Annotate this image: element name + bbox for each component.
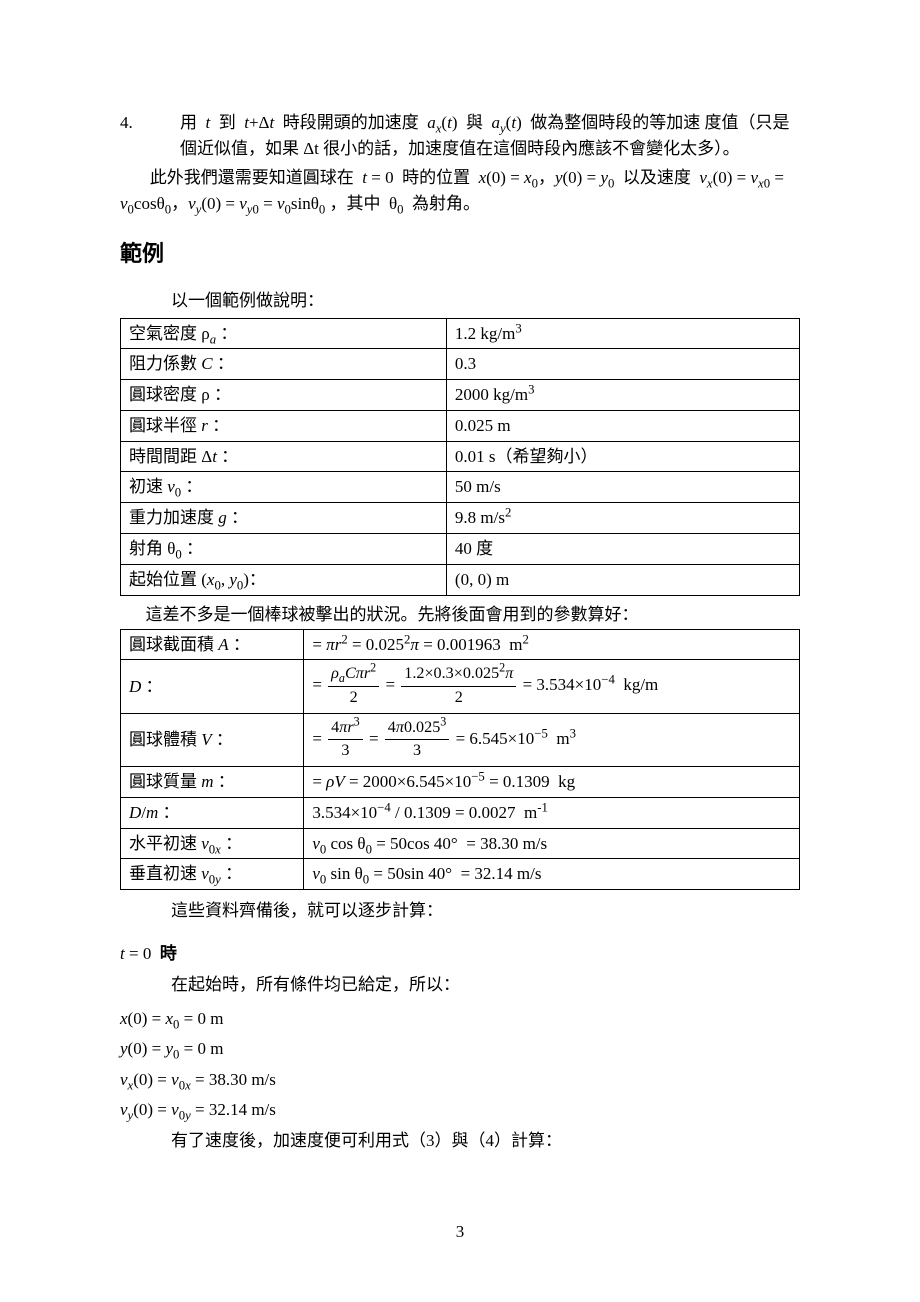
t: 用 — [180, 113, 197, 132]
param-value: 40 度 — [446, 534, 799, 565]
math-t: t — [201, 113, 214, 132]
table-row: 水平初速 v0x ：v0 cos θ0 = 50cos 40° = 38.30 … — [121, 828, 800, 859]
equation-line: y(0) = y0 = 0 m — [120, 1034, 800, 1065]
equation-line: vy(0) = v0y = 32.14 m/s — [120, 1095, 800, 1126]
derived-value: v0 sin θ0 = 50sin 40° = 32.14 m/s — [304, 859, 800, 890]
math-tdt: t — [240, 113, 249, 132]
step4-body: 用 t 到 t+Δt 時段開頭的加速度 ax(t) 與 ay(t) 做為整個時段… — [180, 110, 800, 161]
table-row: 圓球截面積 A ：= πr2 = 0.0252π = 0.001963 m2 — [121, 629, 800, 660]
derived-label: 圓球質量 m ： — [121, 766, 304, 797]
derived-value: = 4πr33 = 4π0.02533 = 6.545×10−5 m3 — [304, 713, 800, 766]
mid-note-2: 這些資料齊備後，就可以逐步計算： — [120, 896, 800, 921]
section-title: 範例 — [120, 236, 800, 268]
table-row: 圓球半徑 r ：0.025 m — [121, 410, 800, 441]
subhead-t0: t = 0 時 — [120, 939, 800, 964]
param-value: 0.01 s（希望夠小） — [446, 441, 799, 472]
t4: 與 — [466, 113, 483, 132]
ic-2: 時的位置 — [402, 168, 470, 187]
parameters-table: 空氣密度 ρa ：1.2 kg/m3阻力係數 C ：0.3圓球密度 ρ ：200… — [120, 318, 800, 596]
table-row: 起始位置 (x0, y0)：(0, 0) m — [121, 564, 800, 595]
t0-intro: 在起始時，所有條件均已給定，所以： — [120, 972, 800, 998]
table-row: 時間間距 Δt ：0.01 s（希望夠小） — [121, 441, 800, 472]
param-label: 初速 v0 ： — [121, 472, 447, 503]
derived-value: = ρaCπr22 = 1.2×0.3×0.0252π2 = 3.534×10−… — [304, 660, 800, 713]
param-value: 0.3 — [446, 349, 799, 380]
math-ay: ay(t) — [487, 113, 526, 132]
ic-1: 此外我們還需要知道圓球在 — [150, 168, 354, 187]
table-row: 圓球密度 ρ ：2000 kg/m3 — [121, 380, 800, 411]
param-value: (0, 0) m — [446, 564, 799, 595]
mid-note-1: 這差不多是一個棒球被擊出的狀況。先將後面會用到的參數算好： — [120, 600, 800, 625]
ic-3: 以及速度 — [623, 168, 691, 187]
param-label: 重力加速度 g ： — [121, 503, 447, 534]
derived-label: 圓球截面積 A ： — [121, 629, 304, 660]
table-row: 初速 v0 ：50 m/s — [121, 472, 800, 503]
derived-label: 垂直初速 v0y ： — [121, 859, 304, 890]
derived-value: = ρV = 2000×6.545×10−5 = 0.1309 kg — [304, 766, 800, 797]
derived-value: v0 cos θ0 = 50cos 40° = 38.30 m/s — [304, 828, 800, 859]
math-t0: t = 0 — [358, 168, 398, 187]
example-intro: 以一個範例做說明： — [120, 288, 800, 314]
ic-5: 為射角。 — [412, 194, 480, 213]
param-value: 1.2 kg/m3 — [446, 318, 799, 349]
table-row: 垂直初速 v0y ：v0 sin θ0 = 50sin 40° = 32.14 … — [121, 859, 800, 890]
equation-line: vx(0) = v0x = 38.30 m/s — [120, 1065, 800, 1096]
table-row: 圓球質量 m ：= ρV = 2000×6.545×10−5 = 0.1309 … — [121, 766, 800, 797]
param-value: 2000 kg/m3 — [446, 380, 799, 411]
step4: 4. 用 t 到 t+Δt 時段開頭的加速度 ax(t) 與 ay(t) 做為整… — [120, 110, 800, 161]
derived-label: 圓球體積 V ： — [121, 713, 304, 766]
equation-list: x(0) = x0 = 0 my(0) = y0 = 0 mvx(0) = v0… — [120, 1004, 800, 1126]
param-label: 圓球半徑 r ： — [121, 410, 447, 441]
t5: 做為整個時段的等加速 — [530, 113, 700, 132]
derived-label: D ： — [121, 660, 304, 713]
math-ax: ax(t) — [423, 113, 462, 132]
derived-label: 水平初速 v0x ： — [121, 828, 304, 859]
param-value: 9.8 m/s2 — [446, 503, 799, 534]
table-row: 重力加速度 g ：9.8 m/s2 — [121, 503, 800, 534]
after-eqs: 有了速度後，加速度便可利用式（3）與（4）計算： — [120, 1128, 800, 1154]
table-row: 圓球體積 V ：= 4πr33 = 4π0.02533 = 6.545×10−5… — [121, 713, 800, 766]
page-number: 3 — [0, 1222, 920, 1242]
param-value: 50 m/s — [446, 472, 799, 503]
math-theta0: θ0 — [385, 194, 408, 213]
t3: 時段開頭的加速度 — [283, 113, 419, 132]
table-row: 射角 θ0 ：40 度 — [121, 534, 800, 565]
table-row: D ：= ρaCπr22 = 1.2×0.3×0.0252π2 = 3.534×… — [121, 660, 800, 713]
param-label: 圓球密度 ρ ： — [121, 380, 447, 411]
math-x0: x(0) = x0，y(0) = y0 — [474, 168, 618, 187]
derived-value: 3.534×10−4 / 0.1309 = 0.0027 m-1 — [304, 797, 800, 828]
t2: 到 — [219, 113, 236, 132]
page: 4. 用 t 到 t+Δt 時段開頭的加速度 ax(t) 與 ay(t) 做為整… — [0, 0, 920, 1302]
param-label: 起始位置 (x0, y0)： — [121, 564, 447, 595]
table-row: 空氣密度 ρa ：1.2 kg/m3 — [121, 318, 800, 349]
param-label: 時間間距 Δt ： — [121, 441, 447, 472]
param-label: 射角 θ0 ： — [121, 534, 447, 565]
ic-para: 此外我們還需要知道圓球在 t = 0 時的位置 x(0) = x0，y(0) =… — [120, 165, 800, 216]
table-row: 阻力係數 C ：0.3 — [121, 349, 800, 380]
equation-line: x(0) = x0 = 0 m — [120, 1004, 800, 1035]
param-label: 阻力係數 C ： — [121, 349, 447, 380]
step4-number: 4. — [120, 110, 180, 161]
derived-label: D/m ： — [121, 797, 304, 828]
derived-table: 圓球截面積 A ：= πr2 = 0.0252π = 0.001963 m2D … — [120, 629, 800, 890]
ic-4: ，其中 — [329, 194, 380, 213]
param-value: 0.025 m — [446, 410, 799, 441]
derived-value: = πr2 = 0.0252π = 0.001963 m2 — [304, 629, 800, 660]
param-label: 空氣密度 ρa ： — [121, 318, 447, 349]
table-row: D/m ：3.534×10−4 / 0.1309 = 0.0027 m-1 — [121, 797, 800, 828]
